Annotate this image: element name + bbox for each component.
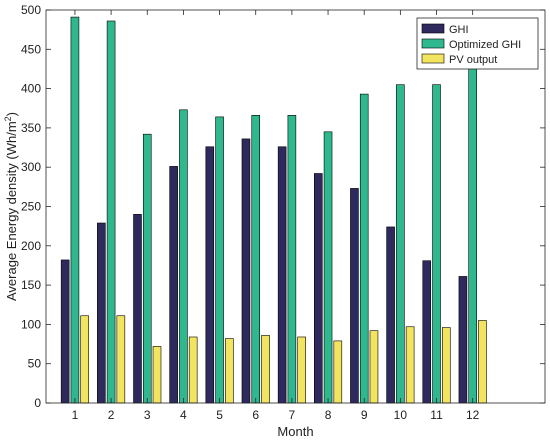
y-tick-label: 500 xyxy=(21,3,41,17)
x-tick-label: 5 xyxy=(216,408,223,422)
bar-ghi-month-10 xyxy=(386,226,395,404)
x-tick-label: 1 xyxy=(72,408,79,422)
x-tick-label: 11 xyxy=(430,408,443,422)
x-tick-label: 12 xyxy=(466,408,480,422)
bar-optimized-ghi-month-11 xyxy=(432,84,441,404)
bar-pv-output-month-7 xyxy=(297,336,306,404)
bar-optimized-ghi-month-9 xyxy=(359,93,369,404)
x-tick-label: 9 xyxy=(361,408,368,422)
bar-ghi-month-1 xyxy=(60,259,70,404)
bar-pv-output-month-2 xyxy=(116,315,126,404)
y-tick-label: 150 xyxy=(21,278,41,292)
bar-optimized-ghi-month-3 xyxy=(142,133,152,404)
bar-pv-output-month-11 xyxy=(442,327,451,404)
y-tick-label: 350 xyxy=(21,121,41,135)
bar-pv-output-month-8 xyxy=(333,340,343,404)
y-tick-label: 300 xyxy=(21,160,41,174)
bar-ghi-month-5 xyxy=(205,146,215,404)
bar-optimized-ghi-month-4 xyxy=(179,109,188,404)
bar-optimized-ghi-month-7 xyxy=(287,115,297,404)
bar-pv-output-month-6 xyxy=(261,335,270,404)
x-tick-label: 3 xyxy=(144,408,151,422)
y-tick-label: 50 xyxy=(28,357,42,371)
y-tick-label: 400 xyxy=(21,82,41,96)
legend-swatch-optimized-ghi xyxy=(421,38,445,49)
x-axis-title: Month xyxy=(277,424,313,439)
x-tick-label: 6 xyxy=(252,408,259,422)
y-tick-label: 200 xyxy=(21,239,41,253)
legend-swatch-pv-output xyxy=(421,53,445,64)
x-tick-label: 7 xyxy=(289,408,296,422)
legend-label-ghi: GHI xyxy=(449,24,469,36)
y-axis-title-main: Average Energy density (Wh/m xyxy=(4,121,19,301)
bar-pv-output-month-1 xyxy=(80,315,89,404)
y-tick-label: 100 xyxy=(21,317,41,331)
legend-label-pv-output: PV output xyxy=(449,54,497,66)
bar-ghi-month-11 xyxy=(422,260,432,404)
bar-optimized-ghi-month-10 xyxy=(396,84,405,404)
y-tick-label: 450 xyxy=(21,42,41,56)
y-tick-label: 0 xyxy=(34,396,41,410)
bar-optimized-ghi-month-2 xyxy=(106,20,116,404)
y-axis-title: Average Energy density (Wh/m2) xyxy=(3,112,19,301)
x-tick-label: 2 xyxy=(108,408,115,422)
x-tick-label: 4 xyxy=(180,408,187,422)
bar-optimized-ghi-month-8 xyxy=(323,131,333,404)
y-tick-label: 250 xyxy=(21,200,41,214)
bar-optimized-ghi-month-1 xyxy=(70,16,80,404)
y-axis-title-tail: ) xyxy=(4,112,19,116)
legend: GHI Optimized GHI PV output xyxy=(416,17,539,70)
bar-pv-output-month-9 xyxy=(369,330,379,404)
bar-ghi-month-8 xyxy=(313,173,323,404)
bar-ghi-month-6 xyxy=(241,138,251,404)
x-tick-label: 10 xyxy=(394,408,408,422)
bar-ghi-month-4 xyxy=(169,166,178,404)
bar-ghi-month-7 xyxy=(277,146,287,404)
bar-optimized-ghi-month-12 xyxy=(468,59,477,404)
bar-ghi-month-3 xyxy=(133,214,142,404)
legend-label-optimized-ghi: Optimized GHI xyxy=(449,39,521,51)
legend-swatch-ghi xyxy=(421,23,445,34)
bar-pv-output-month-3 xyxy=(152,346,162,404)
bar-optimized-ghi-month-6 xyxy=(251,115,261,404)
y-axis-title-superscript: 2 xyxy=(3,116,13,121)
bar-ghi-month-12 xyxy=(458,276,468,404)
x-tick-label: 8 xyxy=(325,408,332,422)
bar-ghi-month-9 xyxy=(350,188,359,404)
bar-pv-output-month-12 xyxy=(478,320,487,404)
bar-pv-output-month-5 xyxy=(225,338,234,404)
bar-pv-output-month-10 xyxy=(405,326,415,404)
bar-optimized-ghi-month-5 xyxy=(215,116,224,404)
bar-ghi-month-2 xyxy=(97,222,106,404)
bar-pv-output-month-4 xyxy=(188,336,198,404)
